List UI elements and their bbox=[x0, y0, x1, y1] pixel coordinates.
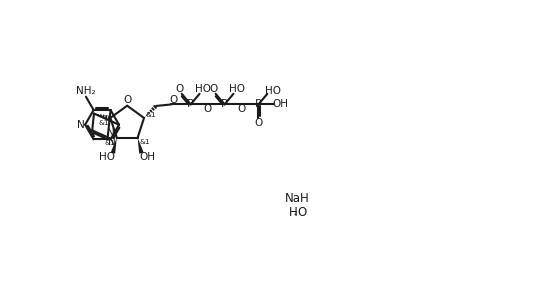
Text: O: O bbox=[237, 104, 246, 114]
Text: OH: OH bbox=[139, 152, 155, 162]
Text: NaH: NaH bbox=[284, 192, 309, 205]
Text: P: P bbox=[187, 100, 194, 109]
Text: &1: &1 bbox=[140, 138, 150, 145]
Text: HO: HO bbox=[99, 152, 115, 162]
Text: O: O bbox=[170, 95, 178, 105]
Text: HO: HO bbox=[265, 86, 282, 96]
Text: N: N bbox=[108, 137, 116, 147]
Text: N: N bbox=[107, 128, 115, 138]
Text: &1: &1 bbox=[146, 112, 156, 118]
Text: O: O bbox=[209, 84, 218, 94]
Text: P: P bbox=[255, 100, 262, 109]
Text: N: N bbox=[77, 120, 84, 130]
Text: NH₂: NH₂ bbox=[76, 86, 96, 96]
Text: &1: &1 bbox=[98, 120, 109, 126]
Text: HO: HO bbox=[195, 84, 212, 94]
Polygon shape bbox=[110, 138, 117, 154]
Text: P: P bbox=[221, 100, 228, 109]
Text: &1: &1 bbox=[104, 140, 115, 146]
Text: O: O bbox=[123, 95, 131, 105]
Text: ₂: ₂ bbox=[294, 208, 298, 217]
Text: HO: HO bbox=[229, 84, 245, 94]
Text: OH: OH bbox=[272, 100, 288, 109]
Text: O: O bbox=[176, 84, 184, 94]
Text: O: O bbox=[254, 118, 263, 128]
Text: O: O bbox=[203, 104, 212, 114]
Polygon shape bbox=[138, 138, 144, 154]
Text: O: O bbox=[297, 206, 306, 219]
Text: H: H bbox=[288, 206, 297, 219]
